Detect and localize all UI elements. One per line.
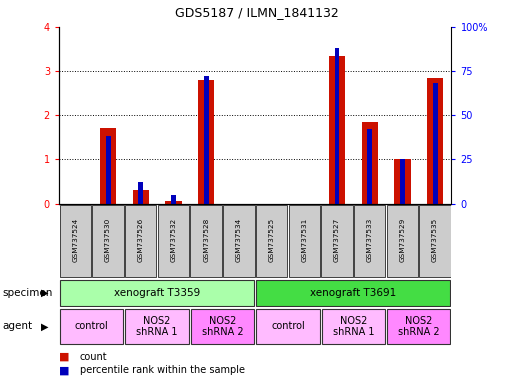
Text: agent: agent	[3, 321, 33, 331]
Bar	[334, 48, 340, 204]
Text: GSM737526: GSM737526	[138, 217, 144, 262]
Text: control: control	[271, 321, 305, 331]
Text: GSM737530: GSM737530	[105, 217, 111, 262]
Text: GSM737531: GSM737531	[301, 217, 307, 262]
Text: xenograft T3691: xenograft T3691	[310, 288, 397, 298]
Bar	[321, 205, 352, 277]
Bar	[125, 309, 189, 344]
Bar	[354, 205, 385, 277]
Text: count: count	[80, 352, 107, 362]
Bar	[100, 128, 116, 204]
Bar	[158, 205, 189, 277]
Bar	[190, 205, 222, 277]
Bar	[329, 56, 345, 204]
Bar	[362, 122, 378, 204]
Bar	[60, 205, 91, 277]
Bar	[139, 182, 143, 204]
Bar	[92, 205, 124, 277]
Text: ■: ■	[59, 352, 69, 362]
Text: NOS2
shRNA 1: NOS2 shRNA 1	[136, 316, 178, 337]
Bar	[198, 80, 214, 204]
Text: NOS2
shRNA 2: NOS2 shRNA 2	[398, 316, 440, 337]
Text: GDS5187 / ILMN_1841132: GDS5187 / ILMN_1841132	[174, 6, 339, 19]
Text: GSM737527: GSM737527	[334, 217, 340, 262]
Bar	[367, 129, 372, 204]
Bar	[125, 205, 156, 277]
Text: GSM737524: GSM737524	[72, 217, 78, 262]
Text: ▶: ▶	[42, 288, 49, 298]
Text: specimen: specimen	[3, 288, 53, 298]
Bar	[106, 136, 110, 204]
Bar	[322, 309, 385, 344]
Bar	[223, 205, 254, 277]
Text: ▶: ▶	[42, 321, 49, 331]
Text: GSM737535: GSM737535	[432, 217, 438, 262]
Bar	[400, 159, 405, 204]
Text: NOS2
shRNA 1: NOS2 shRNA 1	[332, 316, 374, 337]
Bar	[387, 309, 450, 344]
Bar	[171, 195, 176, 204]
Bar	[289, 205, 320, 277]
Text: GSM737532: GSM737532	[170, 217, 176, 262]
Text: percentile rank within the sample: percentile rank within the sample	[80, 366, 245, 376]
Bar	[60, 309, 124, 344]
Text: GSM737525: GSM737525	[269, 217, 274, 262]
Text: GSM737529: GSM737529	[400, 217, 405, 262]
Bar	[256, 280, 450, 306]
Text: GSM737534: GSM737534	[236, 217, 242, 262]
Bar	[191, 309, 254, 344]
Bar	[132, 190, 149, 204]
Text: control: control	[75, 321, 109, 331]
Bar	[387, 205, 418, 277]
Bar	[420, 205, 451, 277]
Text: xenograft T3359: xenograft T3359	[114, 288, 200, 298]
Text: GSM737533: GSM737533	[367, 217, 372, 262]
Text: NOS2
shRNA 2: NOS2 shRNA 2	[202, 316, 243, 337]
Bar	[427, 78, 443, 204]
Bar	[394, 159, 410, 204]
Bar	[204, 76, 209, 204]
Text: ■: ■	[59, 366, 69, 376]
Text: GSM737528: GSM737528	[203, 217, 209, 262]
Bar	[256, 309, 320, 344]
Bar	[432, 83, 438, 204]
Bar	[60, 280, 254, 306]
Bar	[165, 201, 182, 204]
Bar	[256, 205, 287, 277]
